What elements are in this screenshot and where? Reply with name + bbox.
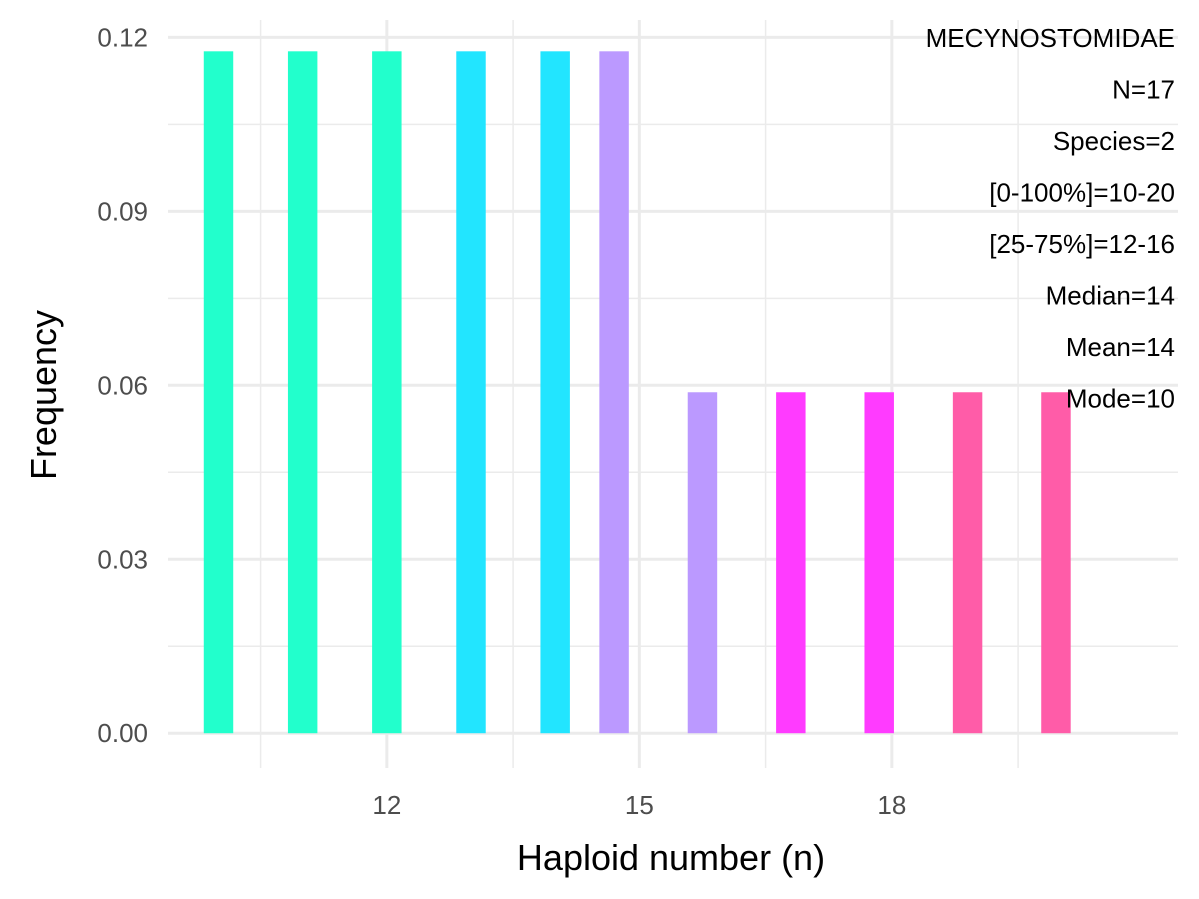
bars [203, 51, 1071, 734]
summary-annotations: MECYNOSTOMIDAE N=17 Species=2 [0-100%]=10-2… [926, 23, 1175, 414]
y-tick-label: 0.09 [97, 196, 148, 226]
annotation-line: N=17 [1112, 75, 1175, 105]
bar [776, 392, 806, 734]
y-axis-tick-labels: 0.00 0.03 0.06 0.09 0.12 [97, 22, 148, 748]
bar [203, 51, 234, 734]
annotation-line: [25-75%]=12-16 [989, 229, 1175, 259]
y-axis-title: Frequency [23, 310, 64, 480]
y-tick-label: 0.06 [97, 370, 148, 400]
bar [540, 51, 570, 734]
bar [687, 392, 718, 734]
x-axis-tick-labels: 12 15 18 [372, 790, 906, 820]
bar [864, 392, 894, 734]
x-tick-label: 18 [877, 790, 906, 820]
annotation-line: Median=14 [1046, 281, 1175, 311]
bar [372, 51, 402, 734]
annotation-line: [0-100%]=10-20 [989, 178, 1175, 208]
annotation-line: Mode=10 [1066, 384, 1175, 414]
x-axis-title: Haploid number (n) [517, 837, 825, 878]
bar [599, 51, 629, 734]
x-tick-label: 12 [372, 790, 401, 820]
bar [952, 392, 983, 734]
y-tick-label: 0.03 [97, 544, 148, 574]
bar [287, 51, 318, 734]
annotation-line: Mean=14 [1066, 332, 1175, 362]
minor-gridlines [168, 20, 1178, 768]
y-tick-label: 0.00 [97, 718, 148, 748]
x-tick-label: 15 [625, 790, 654, 820]
annotation-line: Species=2 [1053, 126, 1175, 156]
bar [1041, 392, 1071, 734]
y-tick-label: 0.12 [97, 22, 148, 52]
annotation-line: MECYNOSTOMIDAE [926, 23, 1175, 53]
bar [456, 51, 486, 734]
major-gridlines [168, 20, 1178, 768]
